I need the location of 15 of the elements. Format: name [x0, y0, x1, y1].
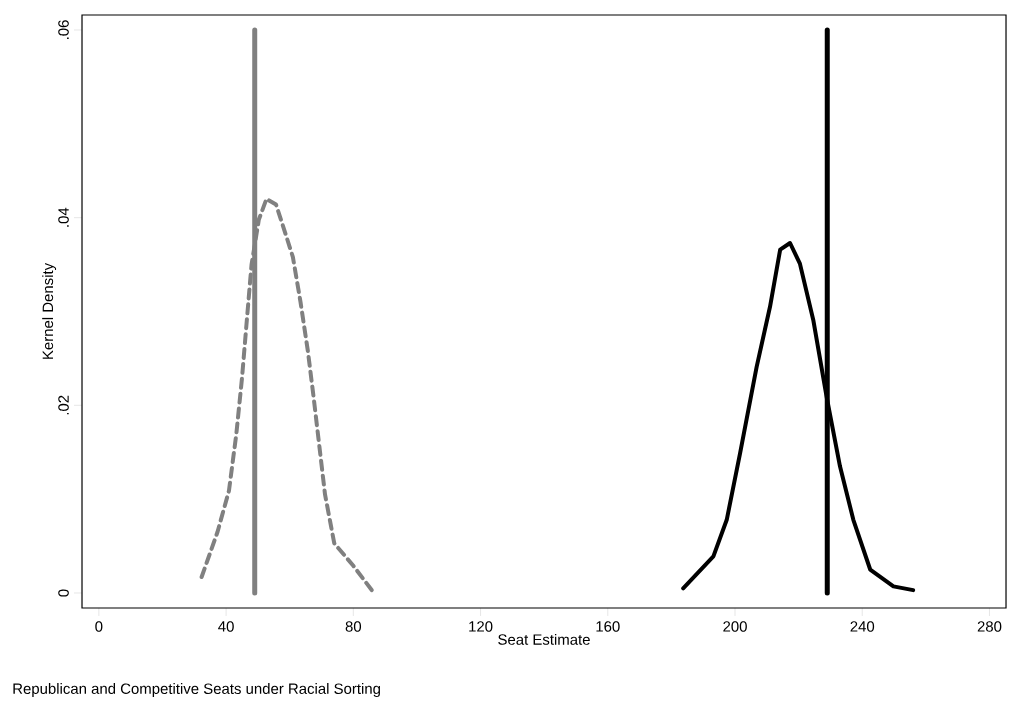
x-tick-label: 80 — [345, 621, 362, 632]
x-tick-label: 120 — [469, 621, 493, 632]
y-tick-label: 0 — [58, 589, 69, 597]
y-tick-label: .02 — [58, 395, 69, 415]
x-tick-label: 0 — [95, 621, 103, 632]
x-tick-label: 240 — [850, 621, 875, 632]
x-axis-title: Seat Estimate — [498, 633, 590, 645]
text: Republican and Competitive Seats under Racial Sorting — [13, 683, 380, 697]
y-tick-label: .04 — [58, 207, 69, 227]
x-tick-label: 160 — [596, 621, 620, 632]
y-axis-title: Kernel Density — [42, 262, 57, 359]
x-tick-label: 40 — [218, 621, 234, 632]
y-tick-label: .06 — [58, 20, 69, 40]
x-tick-label: 280 — [977, 621, 1002, 632]
x-tick-label: 200 — [723, 621, 747, 632]
